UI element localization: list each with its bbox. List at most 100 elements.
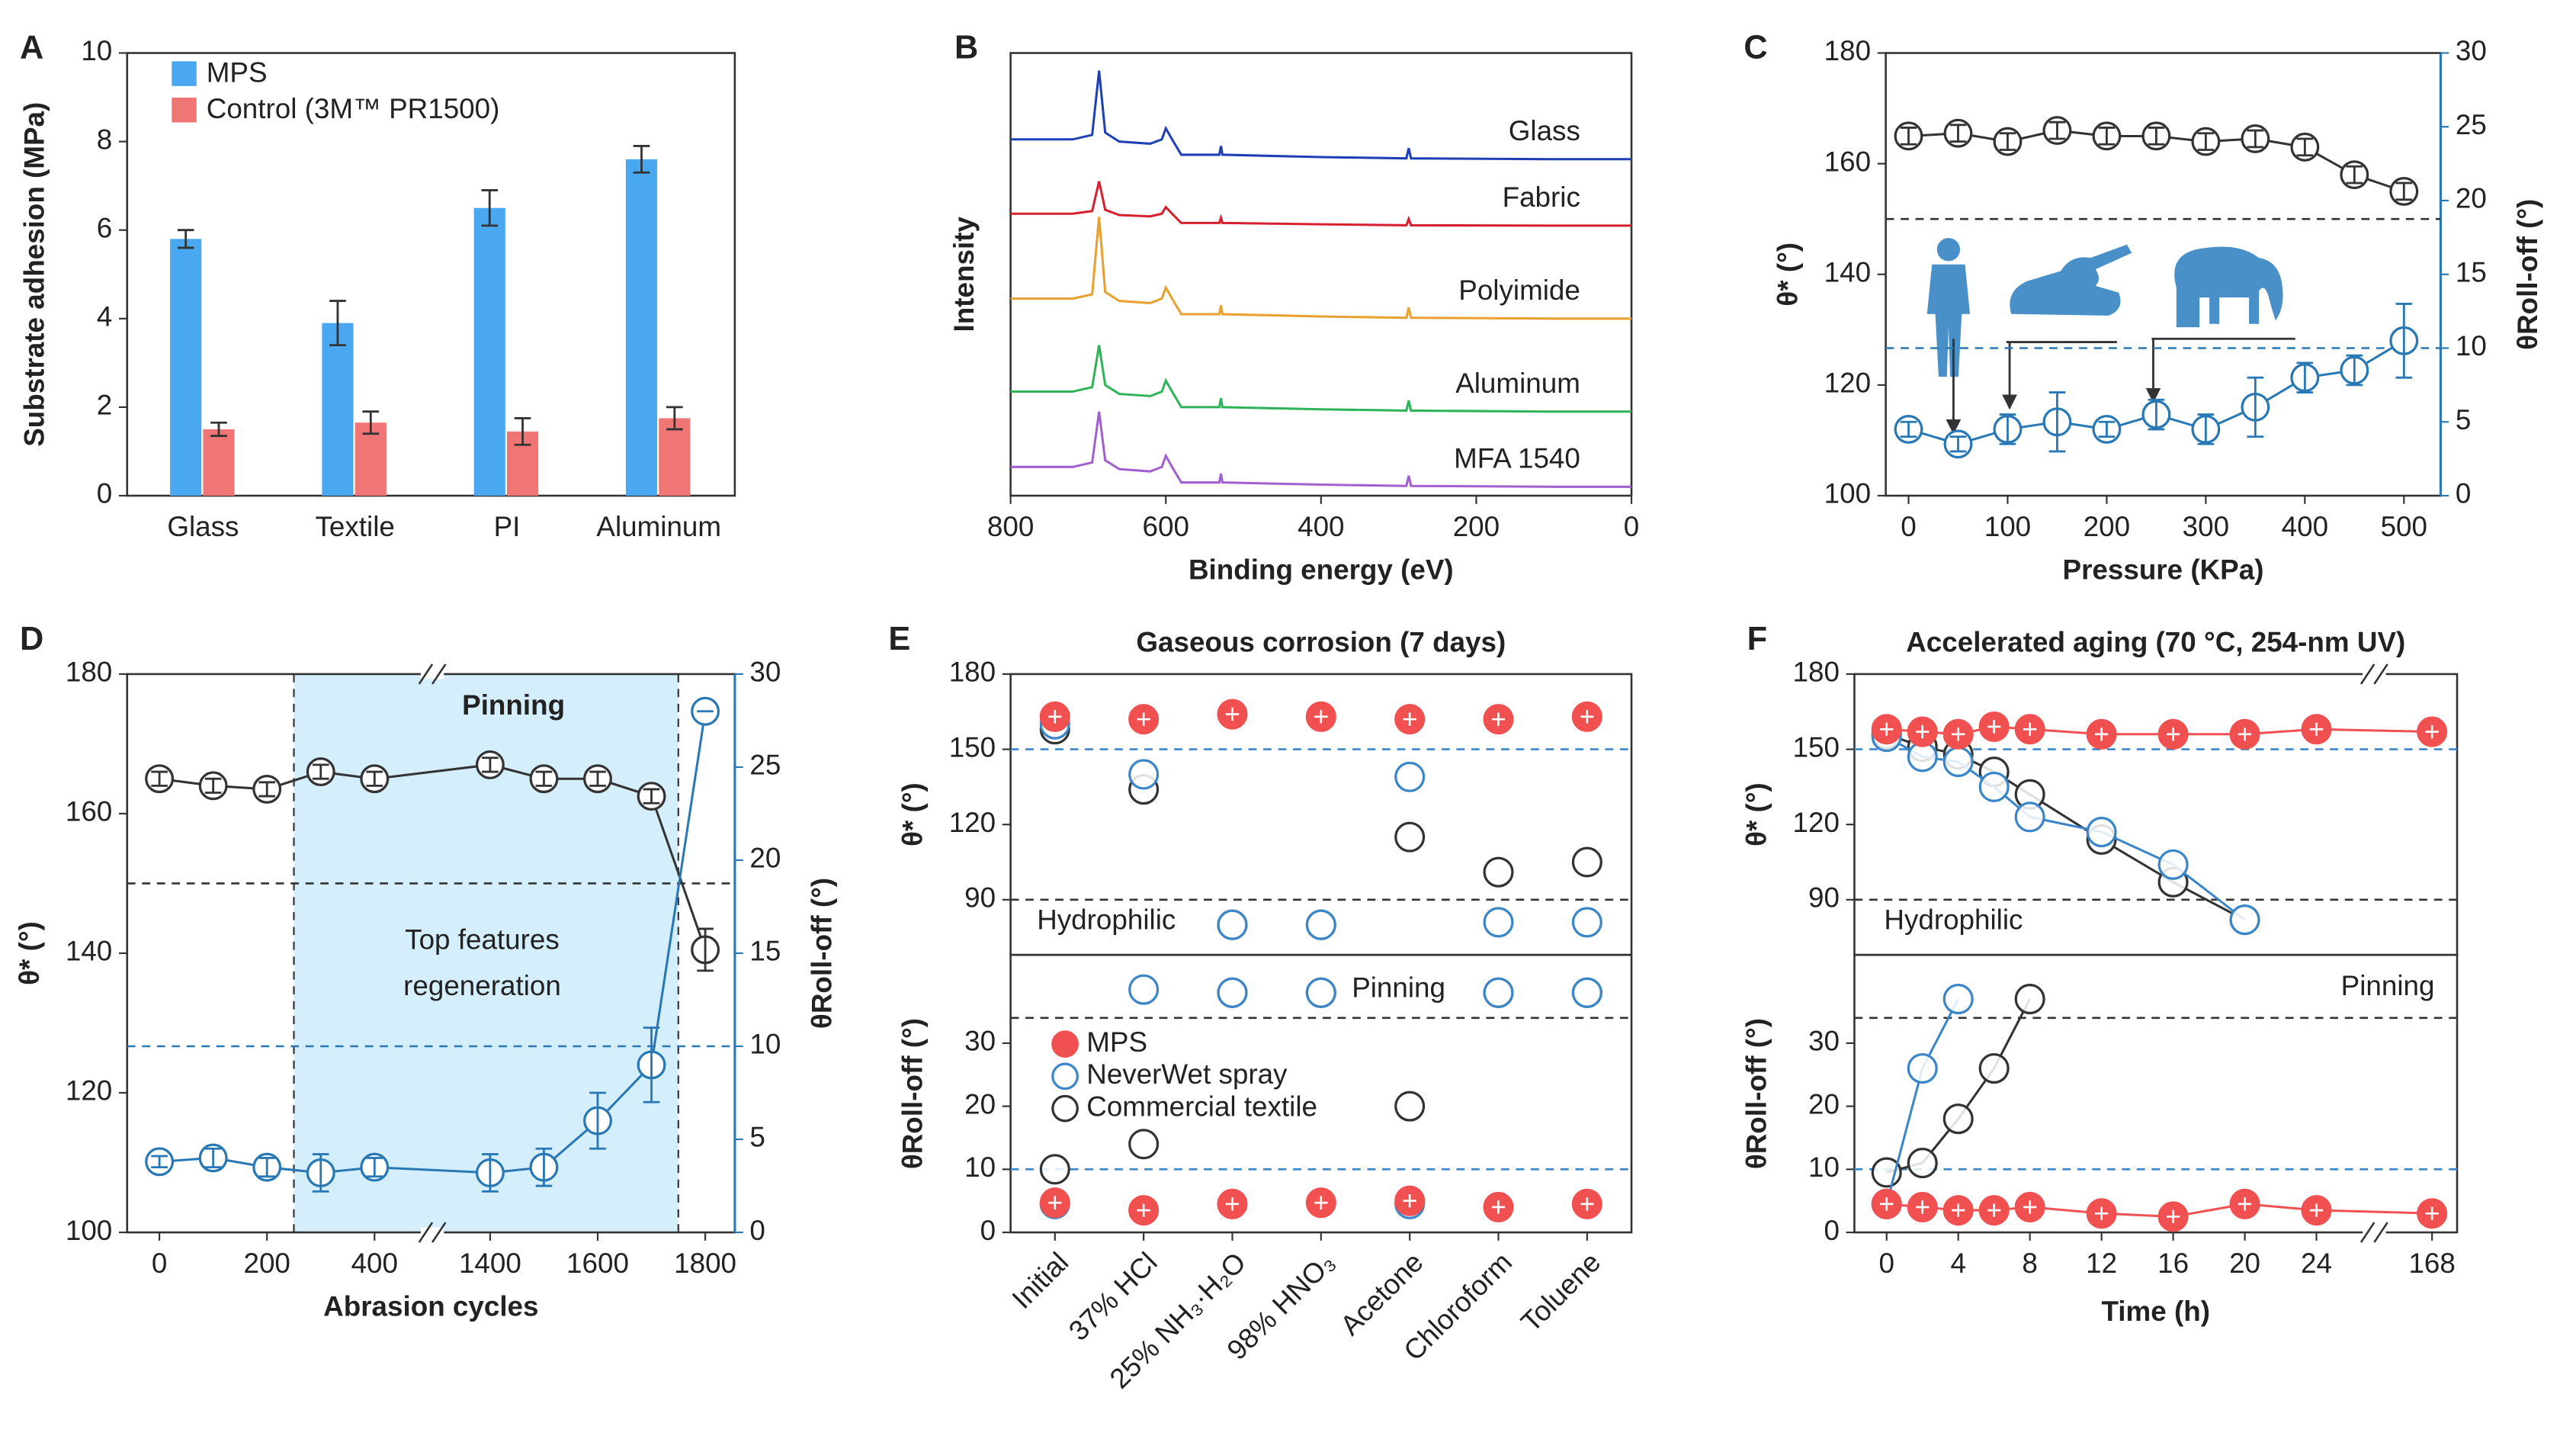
x-tick-label: Toluene (1515, 1246, 1606, 1338)
x-tick-label: 400 (2282, 511, 2328, 542)
y-tick-label: 140 (66, 936, 112, 967)
legend-marker (1051, 1030, 1079, 1058)
y-tick-label: 150 (949, 731, 996, 763)
load-arrows (1946, 337, 2295, 435)
y-tick-label: 140 (1824, 256, 1871, 287)
data-line (159, 763, 707, 950)
error-bar (1949, 435, 1967, 453)
marker-detail (1987, 1203, 2001, 1217)
load-icons (1926, 238, 2283, 377)
legend-label: MPS (1086, 1026, 1147, 1058)
y-tick-label: 150 (1793, 731, 1840, 763)
axis-break (2373, 663, 2388, 685)
legend-marker (1051, 1062, 1079, 1090)
error-bar (697, 927, 714, 972)
error-bar (2148, 127, 2165, 146)
x-axis-label: Time (h) (2101, 1296, 2210, 1327)
y-tick-label: 2 (97, 390, 112, 421)
data-line (1886, 1203, 2433, 1218)
x-axis-label: Abrasion cycles (323, 1290, 538, 1322)
chart-title: Accelerated aging (70 °C, 254-nm UV) (1906, 627, 2405, 658)
y-tick-label: 20 (2456, 183, 2487, 214)
marker-detail (2238, 728, 2252, 741)
plot-frame (126, 52, 736, 497)
error-bar (1900, 420, 1917, 438)
chart-title: Gaseous corrosion (7 days) (1136, 627, 1506, 658)
error-bar (589, 1091, 606, 1150)
data-point (1978, 771, 2010, 802)
y-tick-label: 15 (2456, 256, 2487, 287)
data-point (1483, 977, 1514, 1008)
marker-detail (1952, 1203, 1965, 1217)
marker-detail (1314, 710, 1328, 724)
y-tick-label: 10 (2456, 330, 2487, 361)
axis-break (418, 663, 434, 685)
marker-detail (2094, 728, 2109, 741)
panel-label: B (954, 30, 978, 66)
y-tick-label: 25 (749, 750, 781, 781)
x-tick-label: 100 (1984, 511, 2031, 542)
x-tick-label: 1800 (674, 1248, 736, 1279)
legend-swatch (172, 97, 197, 123)
error-bar (643, 1026, 660, 1103)
y-tick-label: 180 (949, 657, 996, 688)
data-point (1394, 761, 1426, 792)
data-point (2086, 817, 2117, 848)
y-tick-label: 10 (1808, 1152, 1840, 1183)
data-point (1907, 1052, 1938, 1084)
y-axis-label: θRoll-off (°) (897, 1018, 929, 1169)
error-bar (2296, 361, 2314, 393)
error-bar (482, 1153, 499, 1193)
data-point (1039, 1154, 1070, 1185)
x-tick-label: Aluminum (596, 511, 721, 542)
error-bar (633, 145, 650, 174)
marker-detail (1225, 1197, 1240, 1211)
marker-detail (1137, 712, 1150, 726)
error-bar (329, 300, 346, 347)
y-tick-label: 20 (964, 1088, 996, 1119)
marker-detail (1225, 707, 1240, 721)
x-tick-label: 200 (1453, 511, 1500, 542)
y-tick-label: 25 (2456, 109, 2487, 140)
error-bar (666, 406, 683, 431)
marker-detail (2309, 1203, 2324, 1217)
bar (170, 239, 202, 496)
y-tick-label: 0 (97, 478, 112, 509)
y-tick-label: 30 (1808, 1026, 1840, 1057)
error-bar (312, 763, 329, 780)
y-tick-label: 5 (2456, 404, 2471, 435)
x-tick-label: Textile (316, 511, 395, 542)
x-tick-label: 300 (2183, 511, 2229, 542)
bar (473, 207, 505, 496)
x-tick-label: 0 (152, 1248, 167, 1279)
legend-swatch (172, 61, 197, 86)
y-tick-label: 160 (1824, 146, 1871, 177)
panel-label: D (20, 621, 43, 657)
marker-detail (2023, 722, 2037, 736)
y-tick-label: 8 (97, 124, 112, 155)
legend-label: Commercial textile (1086, 1090, 1317, 1122)
marker-detail (1880, 722, 1894, 736)
error-bar (514, 417, 531, 446)
data-point (1394, 1090, 1426, 1122)
y-axis-label: θ* (°) (1741, 782, 1772, 846)
series-label: Polyimide (1458, 275, 1580, 306)
y-axis-label: θ* (°) (14, 921, 45, 985)
spectrum (1010, 217, 1632, 320)
y-tick-label: 90 (1808, 882, 1840, 914)
series-label: Glass (1509, 115, 1580, 146)
marker-detail (2023, 1200, 2037, 1214)
marker-detail (2309, 722, 2324, 736)
error-bar (481, 189, 499, 227)
data-point (1571, 977, 1602, 1008)
y-axis-label: Substrate adhesion (MPa) (18, 102, 50, 447)
arrow (2151, 337, 2295, 401)
spectrum (1010, 181, 1632, 227)
annotation: Hydrophilic (1037, 904, 1176, 936)
series-label: Fabric (1503, 181, 1580, 213)
panel-label: A (20, 30, 43, 66)
marker-detail (2425, 724, 2439, 739)
data-point (2014, 984, 2045, 1015)
x-tick-label: 4 (1950, 1248, 1965, 1279)
